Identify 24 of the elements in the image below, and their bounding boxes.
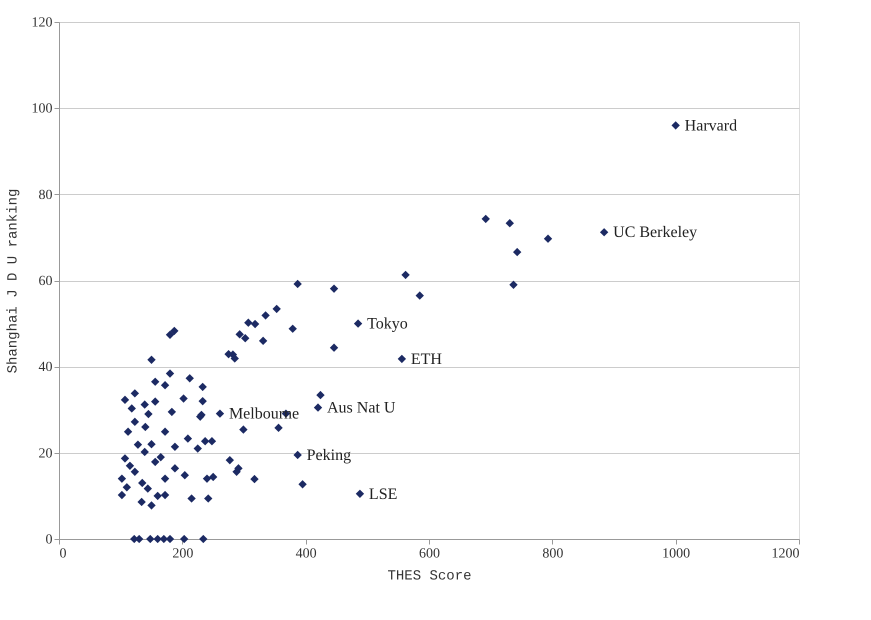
y-tick-label: 100 — [32, 102, 52, 117]
x-axis-title: THES Score — [387, 568, 472, 584]
annotation: LSE — [368, 486, 398, 503]
x-tick-label: 1000 — [662, 546, 690, 562]
y-tick-label: 0 — [46, 532, 52, 548]
x-tick-label: 200 — [172, 546, 194, 562]
y-tick-label: 60 — [38, 274, 52, 289]
annotation: Harvard — [684, 117, 738, 134]
annotation: UC Berkeley — [613, 224, 698, 242]
y-axis-title: Shanghai J D U ranking — [6, 188, 22, 374]
annotation: Tokyo — [367, 316, 408, 333]
y-tick-label: 80 — [38, 188, 52, 203]
annotation: Melbourne — [228, 406, 300, 423]
y-tick-label: 40 — [38, 360, 52, 376]
annotation: ETH — [410, 350, 442, 368]
annotation: Aus Nat U — [327, 400, 396, 417]
x-tick-label: 0 — [60, 546, 66, 562]
x-tick-label: 400 — [296, 546, 317, 562]
x-tick-label: 600 — [419, 546, 440, 562]
annotation: Peking — [306, 446, 352, 464]
y-tick-label: 120 — [32, 16, 52, 30]
x-tick-label: 800 — [542, 546, 564, 562]
x-tick-label: 1200 — [772, 546, 800, 562]
y-tick-label: 20 — [38, 446, 52, 462]
